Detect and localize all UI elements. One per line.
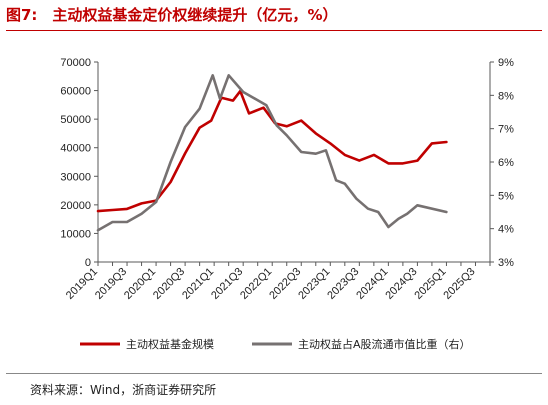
- axes: 0 10000 20000 30000 40000 50000 60000 70000 3% 4%…: [60, 57, 514, 302]
- y-right-tick-label: 5%: [498, 190, 514, 202]
- source-rule: [6, 373, 542, 374]
- y-right-tick-label: 4%: [498, 224, 514, 236]
- y-left-tick-label: 60000: [60, 86, 91, 98]
- series-line-fund-scale: [96, 89, 448, 213]
- series-layer: [96, 74, 448, 232]
- y-right-tick-label: 7%: [498, 124, 514, 136]
- y-left-tick-label: 50000: [60, 114, 91, 126]
- y-left-tick-label: 20000: [60, 200, 91, 212]
- y-right-tick-label: 6%: [498, 157, 514, 169]
- y-left-tick-label: 30000: [60, 171, 91, 183]
- y-left-tick-label: 40000: [60, 143, 91, 155]
- y-right-tick-label: 3%: [498, 257, 514, 269]
- legend-item-fund-scale-label: 主动权益基金规模: [126, 337, 214, 351]
- y-left-tick-label: 70000: [60, 57, 91, 69]
- legend-item-share-label: 主动权益占A股流通市值比重（右）: [298, 337, 471, 351]
- y-right-tick-label: 9%: [498, 57, 514, 69]
- y-left-tick-label: 0: [85, 257, 91, 269]
- title-rule: [6, 30, 542, 31]
- chart-title: 图7: 主动权益基金定价权继续提升（亿元，%）: [6, 6, 338, 24]
- y-left-tick-label: 10000: [60, 228, 91, 240]
- source-note: 资料来源：Wind，浙商证券研究所: [30, 383, 217, 397]
- y-right-tick-label: 8%: [498, 90, 514, 102]
- legend: 主动权益基金规模 主动权益占A股流通市值比重（右）: [80, 337, 471, 351]
- x-tick-label: 2025Q3: [441, 266, 477, 302]
- series-line-share: [96, 74, 448, 232]
